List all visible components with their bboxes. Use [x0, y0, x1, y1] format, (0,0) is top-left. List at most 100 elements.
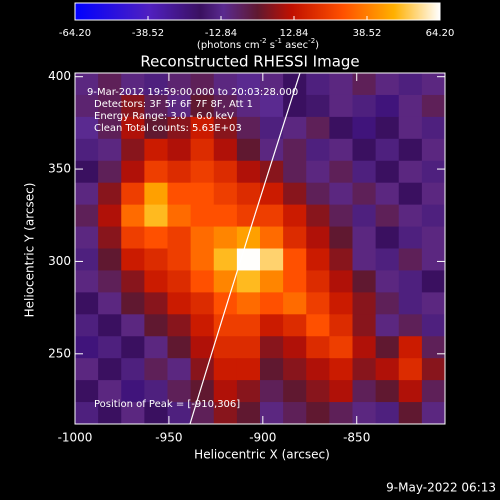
- heatmap: [75, 73, 446, 425]
- heatmap-cell: [283, 292, 307, 315]
- heatmap-cell: [190, 292, 215, 315]
- heatmap-cell: [190, 204, 215, 228]
- heatmap-cell: [352, 336, 377, 359]
- heatmap-cell: [213, 73, 238, 96]
- heatmap-cell: [121, 160, 145, 184]
- annotation: Energy Range: 3.0 - 6.0 keV: [94, 111, 234, 122]
- heatmap-cell: [398, 73, 423, 96]
- heatmap-cell: [236, 116, 261, 140]
- annotation: Clean Total counts: 5.63E+03: [94, 123, 242, 134]
- heatmap-cell: [236, 358, 261, 381]
- heatmap-cell: [121, 358, 145, 381]
- colorbar-label-part: ): [315, 40, 319, 51]
- heatmap-cell: [421, 116, 446, 140]
- heatmap-cell: [144, 138, 168, 162]
- heatmap-cell: [75, 116, 99, 140]
- heatmap-cell: [167, 138, 192, 162]
- y-tick-label: 250: [48, 346, 71, 360]
- heatmap-cell: [283, 138, 307, 162]
- heatmap-cell: [213, 204, 238, 228]
- colorbar-label-part: -2: [308, 37, 315, 45]
- heatmap-cell: [283, 73, 307, 96]
- heatmap-cell: [283, 248, 307, 271]
- heatmap-cell: [167, 160, 192, 184]
- heatmap-cell: [213, 94, 238, 118]
- heatmap-cell: [306, 138, 330, 162]
- heatmap-cell: [121, 270, 145, 293]
- heatmap-cell: [283, 380, 307, 403]
- heatmap-cell: [121, 94, 145, 118]
- heatmap-cell: [190, 73, 215, 96]
- colorbar-tick-label: -12.84: [205, 28, 237, 39]
- heatmap-cell: [144, 116, 168, 140]
- heatmap-cell: [98, 182, 122, 206]
- heatmap-cell: [98, 314, 122, 337]
- heatmap-cell: [260, 402, 284, 425]
- colorbar-label-part: asec: [282, 40, 308, 51]
- heatmap-cell: [75, 336, 99, 359]
- heatmap-cell: [75, 270, 99, 293]
- heatmap-cell: [98, 94, 122, 118]
- heatmap-cell: [190, 248, 215, 271]
- heatmap-cell: [329, 380, 353, 403]
- heatmap-cell: [144, 314, 168, 337]
- heatmap-cell: [144, 248, 168, 271]
- heatmap-cell: [398, 270, 423, 293]
- heatmap-cell: [375, 182, 400, 206]
- heatmap-cell: [98, 358, 122, 381]
- heatmap-cell: [421, 94, 446, 118]
- heatmap-cell: [260, 160, 284, 184]
- peak-label: Position of Peak = [-910,306]: [94, 399, 240, 410]
- heatmap-cell: [398, 138, 423, 162]
- heatmap-cell: [421, 248, 446, 271]
- y-axis-label: Heliocentric Y (arcsec): [23, 183, 37, 318]
- heatmap-cell: [213, 160, 238, 184]
- heatmap-cell: [306, 248, 330, 271]
- heatmap-cell: [283, 402, 307, 425]
- heatmap-cell: [352, 314, 377, 337]
- heatmap-cell: [283, 358, 307, 381]
- colorbar-label: (photons cm-2 s-1 asec-2): [197, 37, 319, 51]
- heatmap-cell: [375, 380, 400, 403]
- heatmap-cell: [260, 138, 284, 162]
- heatmap-cell: [375, 226, 400, 249]
- heatmap-cell: [398, 116, 423, 140]
- heatmap-cell: [121, 138, 145, 162]
- heatmap-cell: [352, 182, 377, 206]
- heatmap-cell: [260, 358, 284, 381]
- heatmap-cell: [375, 314, 400, 337]
- heatmap-cell: [283, 204, 307, 228]
- heatmap-cell: [144, 73, 168, 96]
- heatmap-cell: [283, 116, 307, 140]
- heatmap-cell: [398, 402, 423, 425]
- heatmap-cell: [306, 314, 330, 337]
- heatmap-cell: [329, 270, 353, 293]
- heatmap-cell: [98, 204, 122, 228]
- heatmap-cell: [213, 358, 238, 381]
- heatmap-cell: [260, 116, 284, 140]
- heatmap-cell: [167, 402, 192, 425]
- heatmap-cell: [167, 380, 192, 403]
- heatmap-cell: [190, 402, 215, 425]
- heatmap-cell: [306, 73, 330, 96]
- heatmap-cell: [398, 358, 423, 381]
- heatmap-cell: [398, 336, 423, 359]
- heatmap-cell: [375, 358, 400, 381]
- heatmap-cell: [167, 314, 192, 337]
- heatmap-cell: [98, 226, 122, 249]
- heatmap-cell: [352, 248, 377, 271]
- heatmap-cell: [213, 292, 238, 315]
- heatmap-cell: [98, 270, 122, 293]
- y-tick-label: 400: [48, 69, 71, 83]
- heatmap-cell: [213, 314, 238, 337]
- heatmap-cell: [236, 270, 261, 293]
- heatmap-cell: [260, 73, 284, 96]
- heatmap-cell: [352, 380, 377, 403]
- heatmap-cell: [213, 182, 238, 206]
- heatmap-cell: [306, 358, 330, 381]
- x-axis-label: Heliocentric X (arcsec): [194, 448, 330, 462]
- heatmap-cell: [329, 358, 353, 381]
- heatmap-cell: [283, 94, 307, 118]
- heatmap-cell: [398, 182, 423, 206]
